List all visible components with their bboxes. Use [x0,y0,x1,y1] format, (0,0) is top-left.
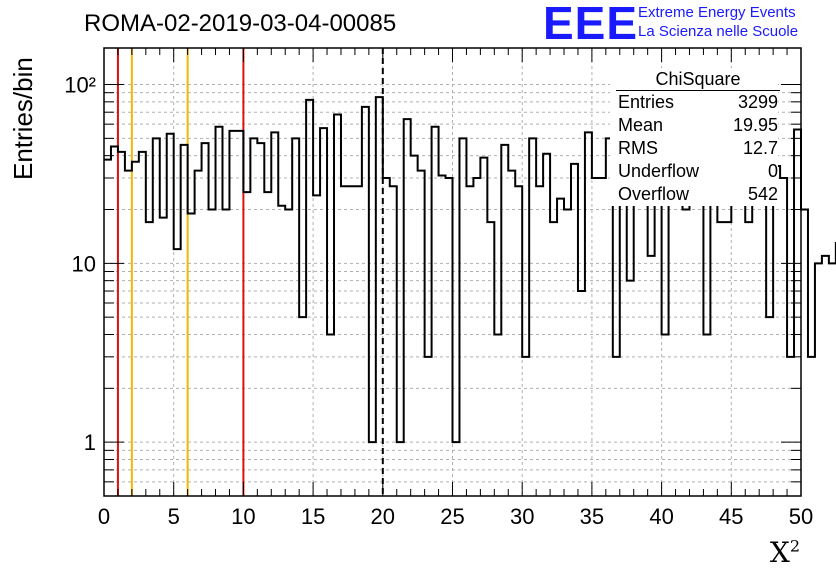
stats-row-underflow: Underflow 0 [610,160,778,183]
x-tick-label: 25 [440,504,464,529]
y-tick-label: 1 [84,430,96,455]
x-tick-label: 45 [719,504,743,529]
x-tick-label: 40 [649,504,673,529]
x-tick-label: 50 [789,504,813,529]
eee-logo-line1: Extreme Energy Events [638,4,796,21]
stats-title: ChiSquare [616,68,780,91]
x-axis-label-sup: 2 [789,536,800,556]
x-axis-label-text: X [769,536,790,569]
stats-label: Entries [618,92,675,112]
stats-value: 19.95 [732,115,778,135]
eee-logo: EEE [543,0,639,49]
stats-box: ChiSquare Entries 3299 Mean 19.95 RMS 12.7 … [610,68,780,206]
stats-row-mean: Mean 19.95 [610,114,778,137]
stats-row-overflow: Overflow 542 [610,183,778,206]
stats-label: Mean [618,115,664,135]
mask-top [0,0,836,48]
x-tick-label: 5 [168,504,180,529]
stats-value: 12.7 [742,138,778,158]
x-tick-label: 0 [98,504,110,529]
y-tick-label: 10² [64,73,96,98]
x-tick-label: 30 [510,504,534,529]
stats-value: 542 [747,184,778,204]
stats-value: 3299 [737,92,778,112]
x-axis-label: X2 [770,536,800,569]
histogram-series [104,96,836,444]
eee-logo-text: Extreme Energy Events La Scienza nelle S… [638,3,798,41]
stats-row-rms: RMS 12.7 [610,137,778,160]
eee-logo-line2: La Scienza nelle Scuole [638,23,799,40]
y-tick-label: 10 [72,251,96,276]
stats-label: Underflow [618,161,700,181]
stats-value: 0 [767,161,778,181]
stats-label: RMS [618,138,658,158]
stats-row-entries: Entries 3299 [610,91,778,114]
chart-title: ROMA-02-2019-03-04-00085 [84,10,397,37]
x-tick-label: 20 [371,504,395,529]
stats-label: Overflow [618,184,690,204]
y-axis-label: Entries/bin [8,57,38,180]
x-tick-label: 15 [301,504,325,529]
x-tick-label: 35 [580,504,604,529]
x-tick-label: 10 [231,504,255,529]
